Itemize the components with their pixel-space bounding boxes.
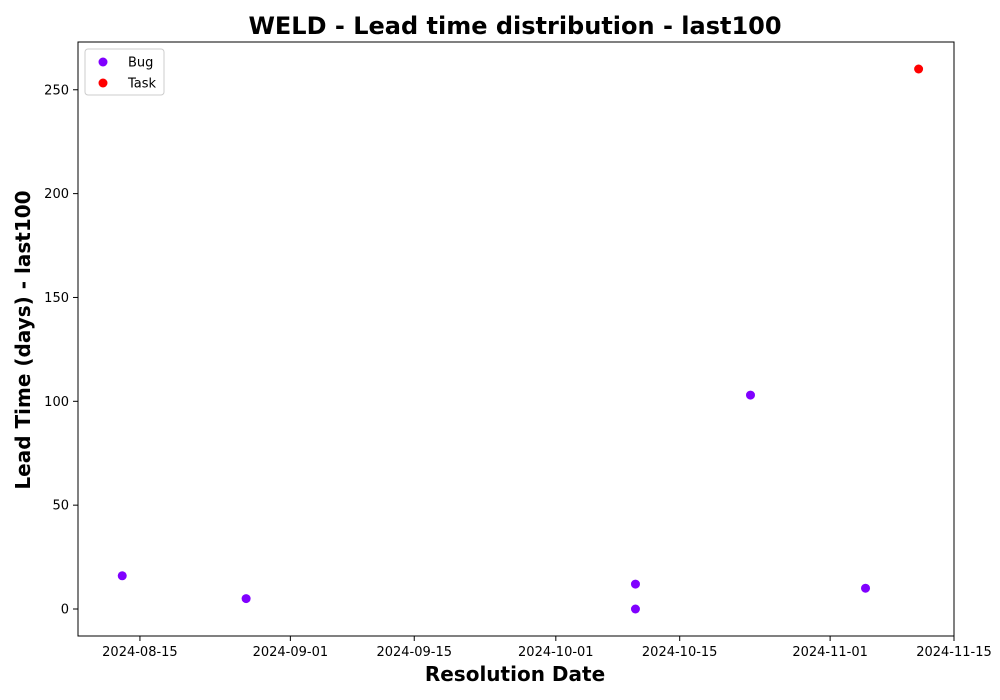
x-tick-label: 2024-10-15 <box>642 645 718 660</box>
x-tick-label: 2024-10-01 <box>518 645 594 660</box>
x-tick-label: 2024-09-15 <box>376 645 452 660</box>
chart-title: WELD - Lead time distribution - last100 <box>248 12 781 40</box>
bug-data-point <box>241 594 251 604</box>
bug-data-point <box>630 604 640 614</box>
x-axis: 2024-08-15 2024-09-01 2024-09-15 2024-10-01… <box>102 636 992 660</box>
y-axis-label: Lead Time (days) - last100 <box>11 190 35 489</box>
x-tick-label: 2024-11-15 <box>916 645 992 660</box>
plot-area <box>77 41 955 637</box>
data-points <box>117 64 924 614</box>
y-axis: 0 50 100 150 200 250 <box>44 83 78 618</box>
legend-label-bug: Bug <box>128 56 153 71</box>
x-tick-label: 2024-09-01 <box>253 645 329 660</box>
bug-data-point <box>861 583 871 593</box>
x-tick-label: 2024-11-01 <box>792 645 868 660</box>
legend-marker-task <box>98 78 108 88</box>
y-tick-label: 250 <box>44 83 69 98</box>
legend-label-task: Task <box>127 77 157 92</box>
task-data-point <box>914 64 924 74</box>
bug-data-point <box>117 571 127 581</box>
legend: Bug Task <box>84 48 165 96</box>
x-axis-label: Resolution Date <box>425 662 605 686</box>
y-tick-label: 100 <box>44 395 69 410</box>
legend-marker-bug <box>98 57 108 67</box>
bug-data-point <box>745 390 755 400</box>
y-tick-label: 0 <box>61 603 69 618</box>
y-tick-label: 50 <box>52 499 69 514</box>
x-tick-label: 2024-08-15 <box>102 645 178 660</box>
bug-data-point <box>630 579 640 589</box>
y-tick-label: 200 <box>44 187 69 202</box>
y-tick-label: 150 <box>44 291 69 306</box>
